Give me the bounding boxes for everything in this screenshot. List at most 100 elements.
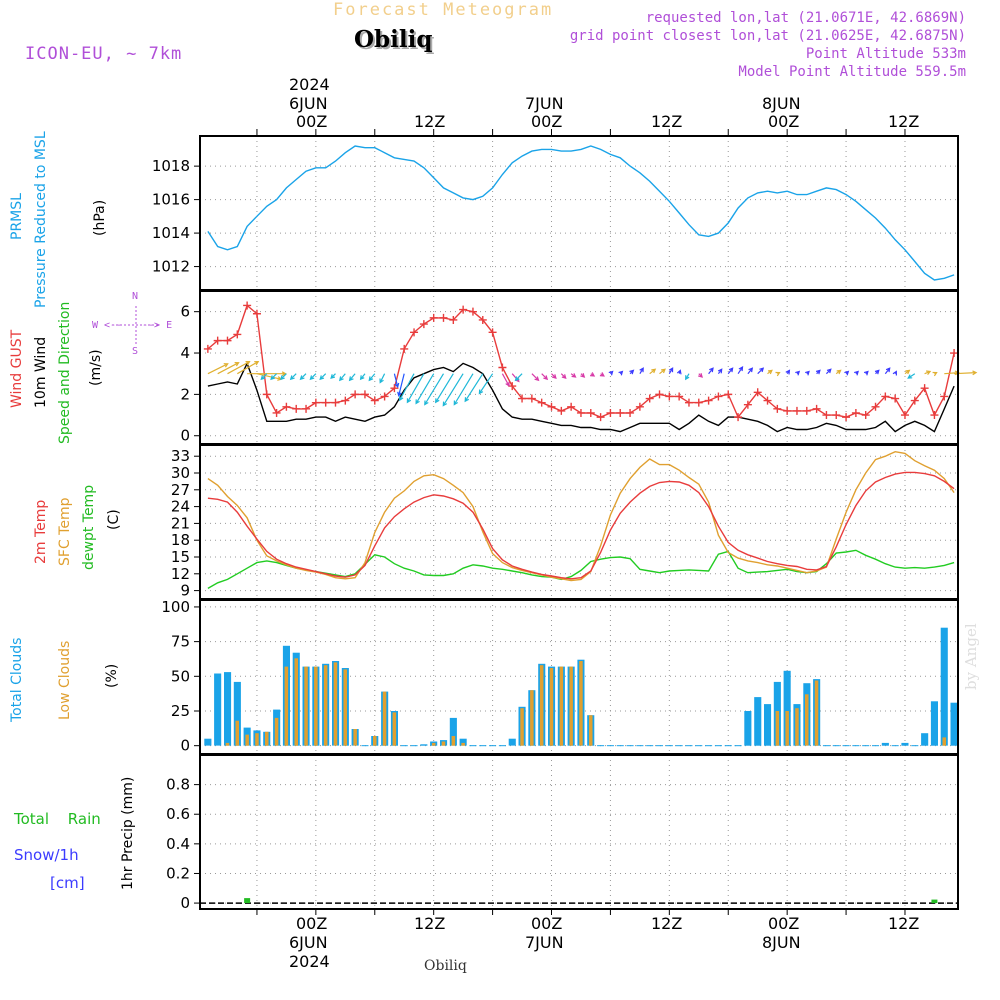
top-time-label: 00Z	[296, 112, 328, 131]
gust-marker	[351, 390, 360, 399]
top-time-label: 7JUN	[525, 94, 564, 113]
wind-direction-arrow	[767, 369, 773, 375]
wind-direction-arrow	[639, 367, 644, 375]
wind-direction-arrow	[338, 373, 346, 382]
compass-west: W <--	[92, 320, 123, 331]
low-cloud-bar	[294, 658, 298, 746]
wind-direction-arrow	[924, 370, 932, 375]
wind-direction-arrow	[892, 370, 897, 376]
gust-marker	[527, 394, 536, 403]
gust-marker	[488, 328, 497, 337]
y-tick-label: 12	[171, 565, 190, 583]
rain-bar	[931, 899, 938, 904]
low-cloud-bar	[353, 729, 357, 746]
wind-speed-label: 10m Wind	[33, 336, 49, 408]
gust-marker	[842, 413, 851, 422]
gust-marker	[743, 400, 752, 409]
low-cloud-bar	[942, 737, 946, 746]
grid-layer	[200, 136, 958, 909]
total-cloud-bar	[881, 742, 889, 746]
wind-direction-label: Speed and Direction	[57, 301, 73, 444]
total-cloud-bar	[233, 681, 241, 746]
wind-direction-arrow	[698, 373, 703, 378]
temperature-frame	[199, 444, 959, 600]
gust-marker	[694, 398, 703, 407]
gust-marker	[606, 408, 615, 417]
low-cloud-bar	[795, 708, 799, 746]
gust-marker	[832, 411, 841, 420]
wind-direction-arrow	[368, 373, 376, 382]
gust-marker	[763, 396, 772, 405]
wind-direction-arrow	[541, 373, 549, 381]
low-clouds-label: Low Clouds	[57, 640, 73, 720]
wind-direction-arrow	[775, 371, 781, 377]
gust-marker	[390, 384, 399, 393]
watermark: by Angel	[962, 623, 980, 690]
y-tick-label: 18	[171, 531, 190, 549]
wind-direction-arrow	[737, 366, 744, 375]
wind-direction-arrow	[668, 367, 674, 375]
wind-direction-arrow	[464, 373, 484, 403]
wind-gust-line	[207, 304, 955, 419]
low-cloud-bar	[314, 666, 318, 746]
footer-location: Obiliq	[424, 958, 467, 974]
compass-east: --> E	[142, 320, 173, 331]
panel-frames: 1012101410161018024691215182124273033025…	[112, 129, 959, 915]
low-cloud-bar	[373, 736, 377, 746]
wind-direction-arrow	[835, 369, 842, 375]
wind-direction-arrow	[570, 373, 577, 378]
pressure-label: Pressure Reduced to MSL	[33, 131, 49, 308]
top-time-label: 12Z	[888, 112, 920, 131]
wind-speed-line	[207, 361, 955, 433]
temp-unit: (C)	[106, 509, 122, 530]
gust-marker	[203, 344, 212, 353]
bottom-time-label: 00Z	[768, 914, 800, 933]
gust-marker	[792, 406, 801, 415]
wind-direction-arrow	[649, 368, 657, 375]
wind-direction-arrow	[393, 373, 400, 389]
compass-cross	[112, 306, 160, 344]
pressure-line	[207, 145, 955, 281]
low-cloud-bar	[245, 734, 249, 746]
wind-direction-arrow	[299, 373, 307, 381]
wind-direction-arrow	[442, 373, 464, 407]
y-tick-label: 9	[180, 582, 190, 600]
gust-marker	[773, 404, 782, 413]
wind-direction-arrow	[747, 367, 754, 375]
point-altitude: Point Altitude 533m	[805, 46, 966, 62]
gust-marker	[655, 390, 664, 399]
low-cloud-bar	[539, 665, 544, 746]
wind-direction-arrow	[260, 373, 268, 381]
total-cloud-bar	[940, 627, 948, 746]
bottom-time-label: 00Z	[296, 914, 328, 933]
y-tick-label: 0.2	[166, 864, 190, 882]
low-cloud-bar	[549, 668, 554, 746]
wind-direction-arrow	[708, 367, 714, 375]
low-cloud-bar	[274, 717, 279, 746]
y-tick-label: 1016	[152, 191, 190, 209]
wind-direction-arrow	[685, 373, 690, 381]
wind-frame	[199, 290, 959, 445]
wind-direction-arrow	[270, 373, 278, 381]
total-rain-label: Total Rain	[14, 810, 101, 828]
total-cloud-bar	[214, 673, 222, 746]
top-time-label: 12Z	[414, 112, 446, 131]
wind-direction-arrow	[560, 373, 567, 379]
gust-marker	[419, 320, 428, 329]
gust-marker	[665, 392, 674, 401]
wind-direction-arrow	[676, 369, 682, 375]
wind-unit: (m/s)	[88, 349, 104, 386]
gust-marker	[704, 396, 713, 405]
wind-direction-arrow	[435, 373, 454, 404]
pressure-frame	[199, 135, 959, 291]
total-cloud-bar	[459, 738, 467, 746]
gust-marker	[861, 411, 870, 420]
y-tick-label: 25	[171, 702, 190, 720]
chart-title: Forecast Meteogram	[333, 0, 554, 20]
wind-direction-arrow	[207, 363, 229, 375]
wind-direction-arrow	[280, 373, 287, 381]
y-tick-label: 27	[171, 481, 190, 499]
dewpoint-line	[207, 549, 955, 590]
wind-direction-arrow	[907, 373, 916, 379]
gust-marker	[567, 402, 576, 411]
